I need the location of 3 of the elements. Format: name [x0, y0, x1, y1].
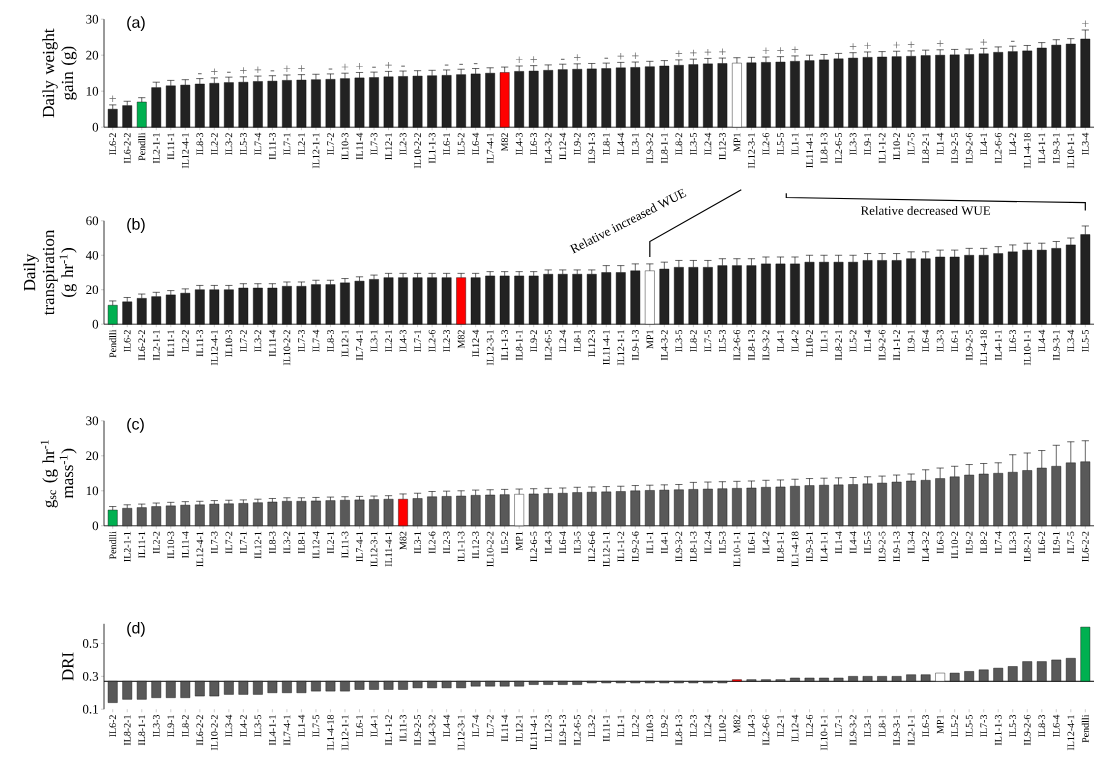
- text: g$_{sc}$ (g hr$^{-1}$ mass$^{-1}$): [40, 440, 77, 508]
- y-axis-title: Daily weight gain (g): [42, 28, 77, 118]
- y-axis-title: DRI: [62, 652, 74, 681]
